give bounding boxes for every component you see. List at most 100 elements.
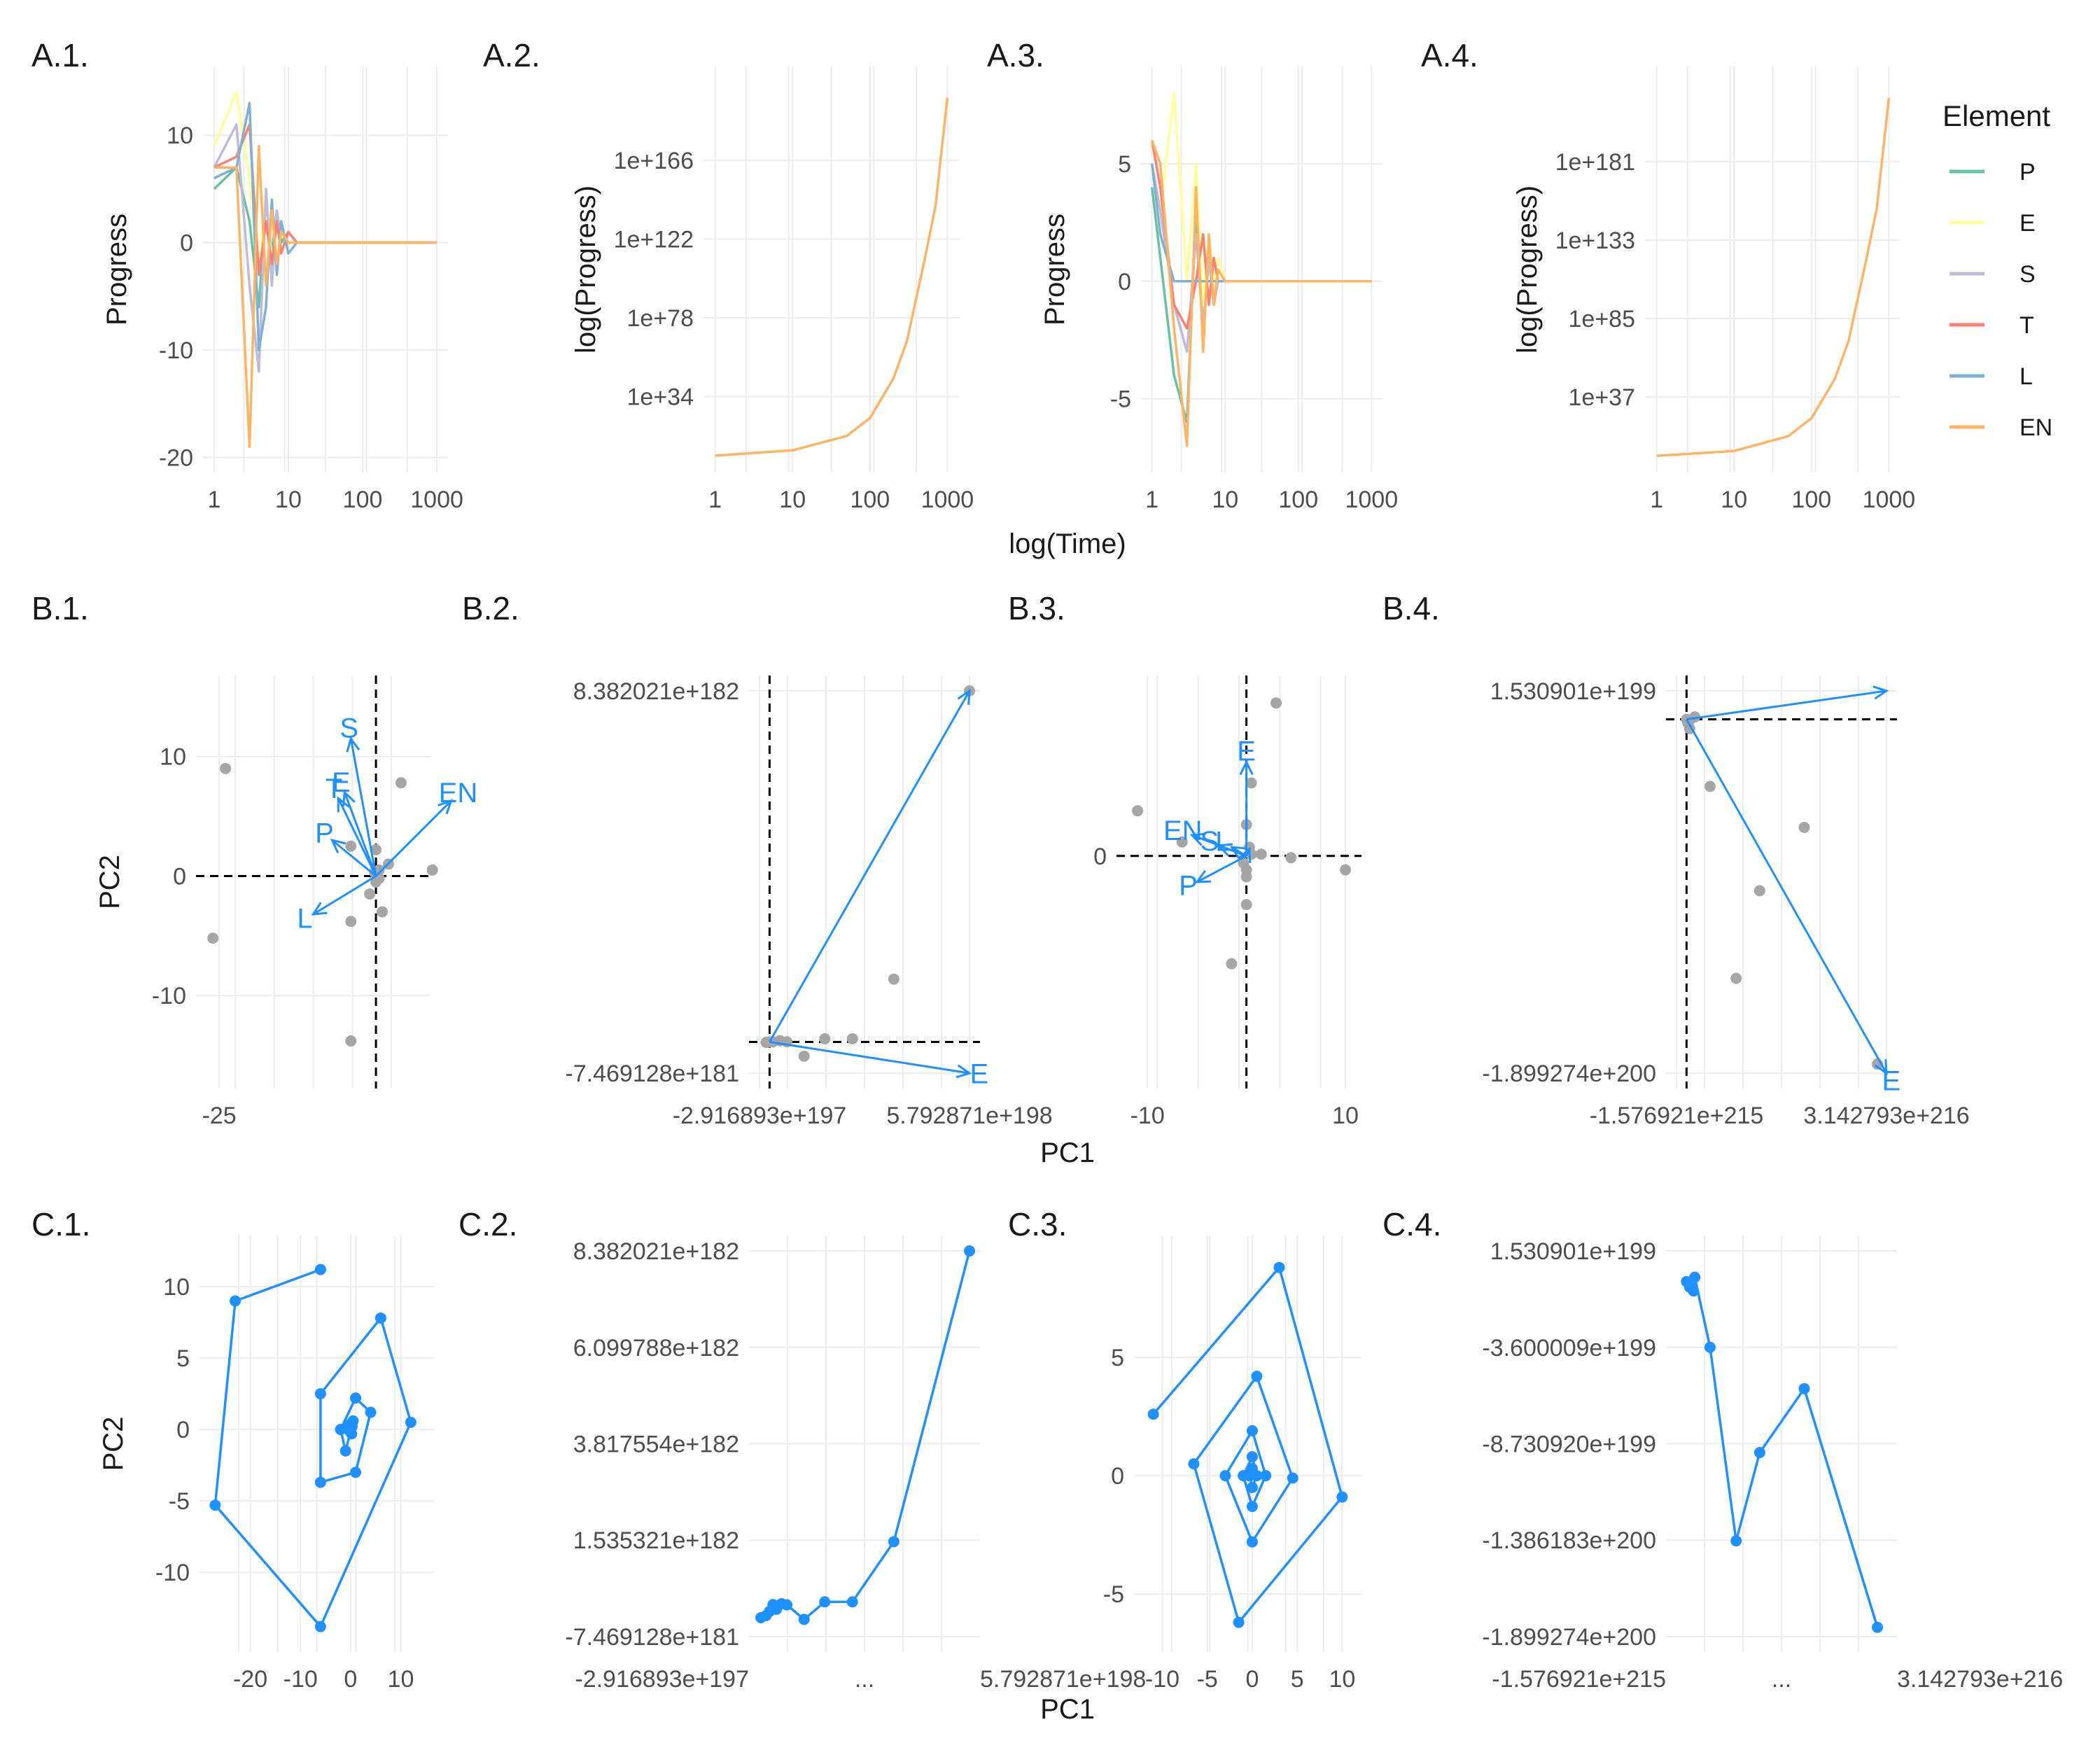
- series-line-en: [1656, 97, 1891, 457]
- trajectory-point: [314, 1388, 326, 1400]
- trajectory-point: [1246, 1451, 1258, 1463]
- scatter-point: [1176, 836, 1188, 848]
- y-tick-label: -1.899274e+200: [1482, 1624, 1656, 1651]
- arrow-label: S: [340, 713, 358, 743]
- x-axis-label-time: log(Time): [1009, 528, 1126, 559]
- trajectory-point: [1754, 1447, 1765, 1459]
- arrow-head: [337, 796, 350, 813]
- loading-arrows: E: [1686, 685, 1900, 1096]
- y-tick-label: -20: [159, 445, 193, 472]
- panel-label: C.4.: [1382, 1206, 1441, 1242]
- series-lines: [1656, 97, 1891, 457]
- y-tick-label: 1.530901e+199: [1490, 1238, 1656, 1265]
- y-tick-label: 1e+122: [614, 227, 694, 253]
- x-tick-label: 10: [1212, 486, 1238, 513]
- trajectory-point: [350, 1466, 362, 1478]
- x-tick-labels: -25: [202, 1102, 237, 1129]
- trajectory-point: [314, 1476, 326, 1488]
- arrow-head: [1872, 685, 1889, 700]
- panel-label: B.1.: [31, 590, 89, 626]
- legend-label-s: S: [2019, 261, 2036, 288]
- x-tick-label: 5: [1291, 1666, 1304, 1693]
- y-tick-label: -3.600009e+199: [1482, 1335, 1656, 1362]
- arrow-label: EN: [1163, 816, 1203, 846]
- y-axis-label: PC2: [98, 1417, 129, 1471]
- y-tick-labels: 0: [1093, 844, 1107, 870]
- trajectory-point: [1246, 1424, 1258, 1436]
- gridlines: [1645, 66, 1900, 472]
- y-tick-label: -10: [152, 983, 186, 1009]
- y-tick-label: 1e+181: [1555, 149, 1635, 176]
- loading-arrows: E: [769, 688, 988, 1089]
- arrow-label: E: [969, 1058, 988, 1089]
- y-tick-label: -1.899274e+200: [1482, 1060, 1656, 1087]
- x-tick-label: 1: [708, 486, 722, 513]
- y-tick-labels: 10 5 0 -5 -10: [155, 1274, 190, 1586]
- y-tick-labels: 8.382021e+182 -7.469128e+181: [565, 678, 739, 1087]
- y-tick-label: -7.469128e+181: [565, 1060, 739, 1087]
- x-tick-label: -20: [233, 1666, 267, 1693]
- gridlines: [203, 66, 448, 472]
- x-tick-labels: 1 10 100 1000: [1650, 486, 1915, 513]
- x-tick-label: 100: [850, 486, 890, 513]
- y-tick-labels: 1.530901e+199 -1.899274e+200: [1482, 678, 1656, 1087]
- series-line-en: [214, 144, 438, 448]
- panel-label: B.2.: [462, 590, 519, 626]
- x-tick-label: -5: [1197, 1666, 1218, 1693]
- scatter-point: [1245, 777, 1257, 789]
- arrow-head: [330, 839, 346, 854]
- trajectory-point: [314, 1620, 326, 1632]
- x-tick-labels: -2.916893e+197 5.792871e+198: [673, 1102, 1053, 1129]
- x-axis-label-pc1-b: PC1: [1040, 1138, 1095, 1168]
- y-axis-label: Progress: [102, 214, 132, 326]
- x-tick-labels: -10 -5 0 5 10: [1145, 1666, 1355, 1693]
- trajectory-point: [798, 1614, 810, 1625]
- scatter-point: [1240, 899, 1252, 911]
- x-tick-label: 10: [779, 486, 806, 513]
- scatter-point: [207, 932, 219, 944]
- scatter-point: [1689, 711, 1701, 723]
- y-tick-label: -8.730920e+199: [1482, 1432, 1656, 1458]
- trajectory-point: [1246, 1501, 1258, 1513]
- scatter-point: [377, 906, 388, 918]
- x-tick-label: 1000: [1345, 486, 1398, 513]
- scatter-point: [1285, 852, 1297, 864]
- scatter-point: [1255, 848, 1267, 860]
- arrow-label: P: [1179, 871, 1198, 902]
- y-tick-label: -5: [1110, 386, 1131, 413]
- x-tick-label: 100: [1278, 486, 1318, 513]
- panel-a4: A.4. 1 10 100 1000 1e+37 1e+85 1e+133 1e+181 log(…: [1421, 37, 1915, 513]
- x-tick-label: 1: [207, 486, 220, 513]
- scatter-point: [345, 916, 357, 927]
- arrow-head: [1238, 846, 1252, 863]
- arrow-head: [955, 1064, 972, 1079]
- scatter-point: [1798, 821, 1810, 833]
- x-tick-label: 10: [1329, 1666, 1355, 1693]
- scatter-point: [1226, 958, 1238, 969]
- x-tick-labels: 1 10 100 1000: [207, 486, 463, 513]
- gridlines: [1666, 676, 1897, 1088]
- scatter-point: [426, 864, 438, 876]
- y-tick-label: 1e+133: [1555, 227, 1635, 254]
- panel-label: C.3.: [1008, 1206, 1067, 1242]
- x-tick-label: 10: [275, 486, 302, 513]
- arrow-head: [346, 736, 360, 752]
- gridlines: [704, 66, 959, 472]
- scatter-point: [1730, 972, 1742, 984]
- trajectory-point: [365, 1406, 377, 1418]
- y-tick-labels: 10 0 -10: [152, 744, 186, 1009]
- panel-c4: C.4. -1.576921e+215... 3.142793e+216 1.5309…: [1382, 1206, 2063, 1693]
- arrow-head: [1216, 843, 1233, 857]
- legend-label-p: P: [2019, 159, 2036, 186]
- x-tick-labels: -20 -10 0 10: [233, 1666, 414, 1693]
- y-axis-label: Progress: [1040, 214, 1070, 326]
- y-tick-labels: 5 0 -5: [1103, 1345, 1124, 1608]
- trajectory-point: [1188, 1458, 1200, 1470]
- arrow-label: L: [297, 903, 312, 934]
- loading-arrows: SET EN P L: [297, 713, 477, 934]
- x-tick-labels: -2.916893e+197... 5.792871e+198: [575, 1666, 1146, 1693]
- y-tick-labels: 1.530901e+199 -3.600009e+199 -8.730920e+19…: [1482, 1238, 1656, 1651]
- scatter-point: [220, 762, 232, 774]
- x-tick-label: -10: [284, 1666, 318, 1693]
- scatter-point: [345, 840, 357, 852]
